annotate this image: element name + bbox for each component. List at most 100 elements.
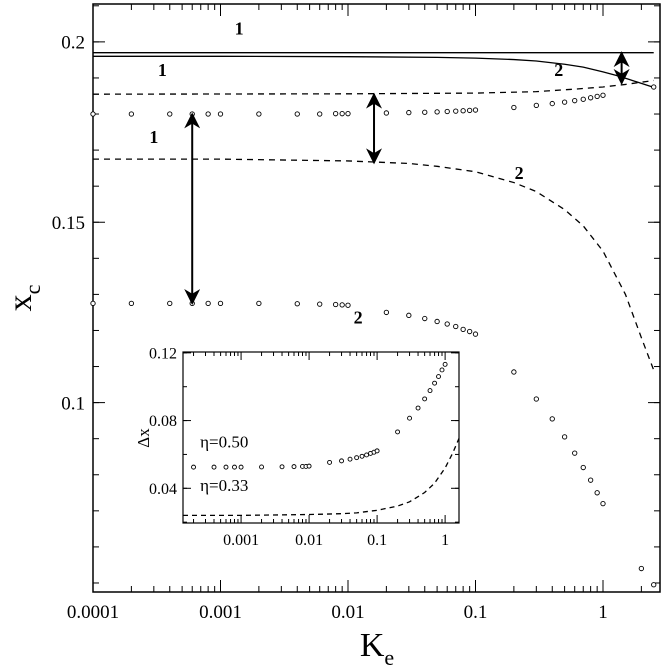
data-point (354, 455, 360, 461)
x-tick-label: 1 (598, 602, 608, 623)
data-point (422, 109, 428, 115)
data-point (422, 315, 428, 322)
data-point (256, 111, 262, 117)
y-tick-label: 0.04 (149, 481, 177, 498)
data-point (533, 102, 539, 109)
inset-chart: 0.001 0.01 0.1 1 0.04 0.08 0.12 η=0.50 η=0.33 Δx (134, 345, 460, 549)
data-point (594, 93, 600, 99)
data-point (347, 456, 353, 462)
data-point (90, 111, 96, 117)
x-tick-label: 0.1 (464, 602, 488, 623)
data-point (407, 415, 413, 421)
data-point (205, 300, 211, 307)
data-point (191, 464, 196, 470)
data-point (167, 300, 173, 307)
curve-label: 2 (515, 163, 524, 183)
data-point (427, 388, 433, 394)
data-point (580, 96, 586, 102)
data-point (339, 302, 345, 308)
y-tick-label: 0.12 (149, 345, 177, 362)
data-point (128, 111, 135, 117)
plot-frame (182, 351, 460, 524)
data-point (561, 434, 568, 440)
data-point (434, 318, 440, 325)
data-point (442, 361, 448, 367)
data-point (345, 111, 351, 117)
data-point (238, 464, 244, 470)
data-point (128, 300, 135, 307)
data-point (432, 380, 438, 386)
curve-label: 2 (554, 60, 563, 80)
data-point (327, 459, 333, 465)
data-point (467, 107, 473, 114)
data-point (223, 464, 229, 470)
x-tick-label: 0.01 (331, 602, 364, 623)
data-point (651, 582, 657, 588)
data-point (511, 104, 517, 111)
data-point (561, 99, 568, 105)
data-point (364, 452, 370, 458)
data-point (332, 301, 339, 308)
data-point (439, 367, 445, 373)
data-point (638, 565, 645, 572)
data-point (406, 109, 412, 116)
y-axis-label: xc (2, 284, 45, 311)
data-point (339, 458, 344, 464)
x-axis-label-main: K (360, 627, 385, 664)
data-point (444, 108, 450, 115)
data-point (651, 84, 657, 90)
x-tick-label: 0.0001 (67, 602, 119, 623)
data-point (317, 301, 323, 307)
data-point (472, 107, 479, 113)
series-label: η=0.33 (200, 476, 248, 495)
data-point (294, 111, 300, 117)
data-point (90, 300, 96, 307)
x-tick-label: 0.1 (367, 532, 387, 549)
data-point (600, 500, 606, 507)
data-point (345, 302, 351, 308)
data-point (434, 109, 440, 115)
x-tick-label: 1 (441, 532, 449, 549)
data-point (211, 464, 217, 470)
inset-y-axis-label: Δx (134, 428, 153, 448)
data-point (549, 100, 555, 107)
y-axis-label-main: x (2, 294, 39, 311)
data-point (572, 98, 578, 104)
data-point (256, 300, 262, 307)
data-point (600, 92, 606, 98)
y-tick-label: 0.1 (61, 393, 85, 414)
data-point (306, 463, 312, 469)
data-point (317, 111, 323, 117)
data-point (460, 326, 466, 333)
curve-label: 1 (149, 127, 158, 147)
data-point (472, 331, 479, 337)
main-chart: 0.0001 0.001 0.01 0.1 1 0.1 0.15 0.2 1 2 1 1 2 2 Ke xc (2, 3, 661, 670)
y-axis-label-sub: c (20, 284, 45, 294)
data-point (359, 453, 365, 459)
data-point (587, 477, 594, 483)
data-point (167, 111, 173, 117)
series-label: η=0.50 (200, 433, 248, 452)
data-point (460, 108, 466, 114)
data-point (467, 328, 473, 335)
data-point (415, 405, 421, 411)
data-point (422, 396, 428, 402)
data-point (395, 429, 401, 435)
data-point (332, 111, 339, 117)
data-point (549, 416, 555, 422)
data-point (453, 323, 459, 330)
curve-label: 1 (158, 60, 167, 80)
data-point (436, 374, 441, 379)
x-tick-label: 0.01 (295, 532, 323, 549)
y-tick-label: 0.08 (149, 413, 177, 430)
series-line (183, 438, 460, 517)
data-point (587, 95, 594, 101)
y-tick-label: 0.2 (61, 33, 85, 54)
data-point (294, 301, 300, 307)
data-point (383, 110, 390, 116)
data-point (259, 464, 264, 470)
data-point (453, 108, 459, 114)
data-point (444, 321, 450, 327)
data-point (533, 396, 539, 402)
